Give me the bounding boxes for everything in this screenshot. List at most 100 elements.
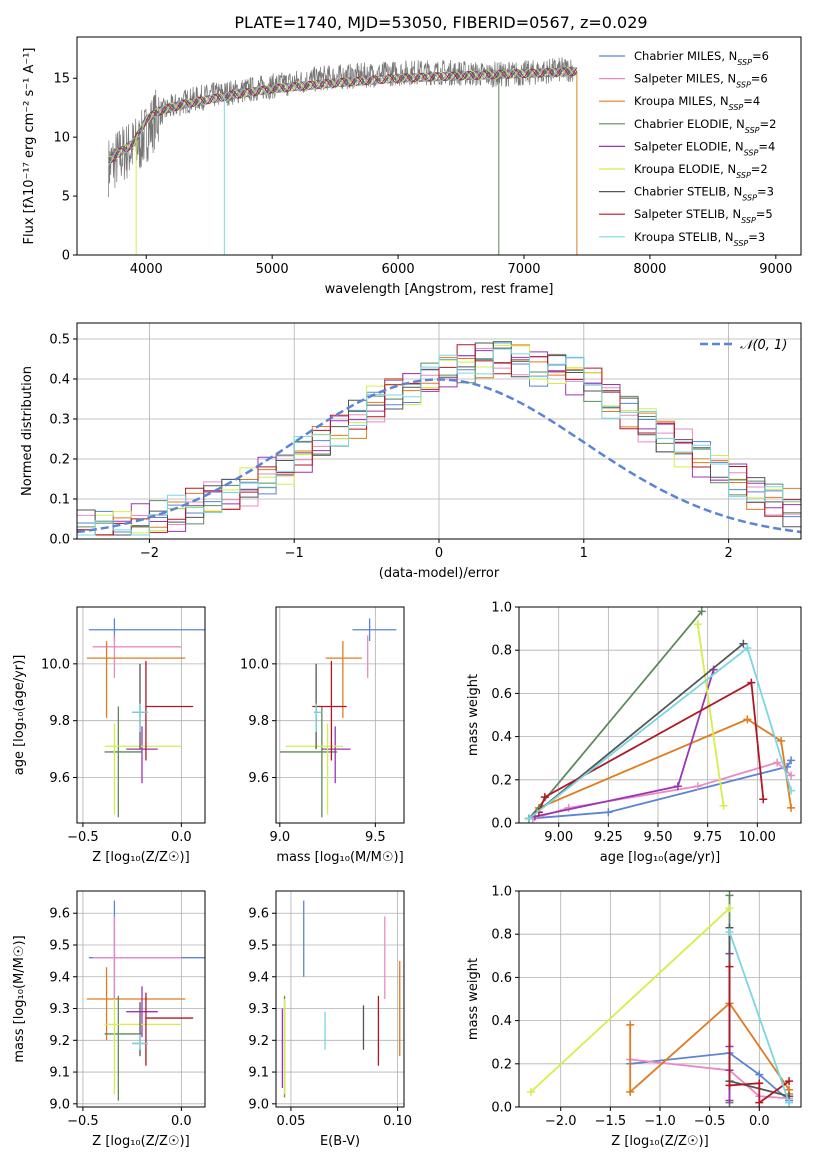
x-tick-label: 7000	[507, 262, 540, 277]
y-tick-label: 0.0	[49, 533, 70, 548]
y-tick-label: 0.4	[491, 1014, 512, 1029]
y-tick-label: 10.0	[41, 657, 70, 672]
plot-area	[279, 618, 397, 818]
y-tick-label: 0.4	[49, 373, 70, 388]
axes-age_vs_mass: 9.0 9.5 9.6 9.8 10.0 mass [log₁₀(M/M☉)]	[240, 606, 405, 865]
x-axis-label: (data-model)/error	[379, 566, 500, 581]
legend-subscript: SSP	[736, 80, 751, 89]
plot-area	[281, 900, 401, 1098]
series-line-salpeter-stelib	[538, 681, 765, 813]
legend-subscript: SSP	[744, 148, 759, 157]
series-line-chabrier-stelib	[528, 643, 744, 820]
x-tick-label: 10.00	[739, 830, 776, 845]
x-tick-label: −0.5	[67, 830, 99, 845]
y-axis-label: age [log₁₀(age/yr)]	[12, 655, 27, 776]
series-line-chabrier-elodie	[528, 610, 703, 820]
y-tick-label: 0.2	[491, 773, 512, 788]
x-axis-label: Z [log₁₀(Z/Z☉)]	[92, 850, 189, 865]
plot-area	[524, 607, 796, 823]
legend-label-normal: 𝒩(0, 1)	[740, 338, 787, 353]
legend-subscript: SSP	[737, 58, 752, 67]
series-marker-salpeter-stelib	[755, 1079, 764, 1088]
x-tick-label: 1	[580, 546, 588, 561]
y-tick-label: 9.6	[49, 771, 70, 786]
x-axis-label: E(B-V)	[320, 1134, 360, 1149]
errorbar-kroupa-stelib	[314, 703, 322, 733]
plot-area	[86, 900, 205, 1101]
axes-mass_vs_ebv: 0.05 0.10 9.0 9.1 9.2 9.3 9.4 9.5 9.6 E(B-V)	[248, 890, 412, 1149]
x-tick-label: −2.0	[545, 1114, 577, 1129]
series-marker-salpeter-miles	[787, 771, 796, 780]
x-tick-label: −0.5	[67, 1114, 99, 1129]
y-tick-label: 9.1	[49, 1066, 70, 1081]
y-tick-label: 0.4	[491, 730, 512, 745]
series-marker-kroupa-elodie	[526, 1087, 535, 1096]
histogram-salpeter-stelib	[77, 344, 801, 539]
legend-label-rest: =6	[752, 49, 769, 63]
axes-massweight_vs_age: 9.00 9.25 9.50 9.75 10.00 0.0 0.2 0.4 0.6 0.8 1.0 a…	[466, 601, 802, 865]
legend-label-rest: =5	[756, 207, 773, 221]
x-tick-label: 9.25	[594, 830, 623, 845]
legend-subscript: SSP	[736, 171, 751, 180]
series-line-chabrier-miles	[630, 1052, 790, 1102]
legend-label-rest: =4	[758, 139, 775, 153]
model-spectrum-chabrier-stelib	[108, 67, 578, 162]
series-marker-kroupa-miles	[626, 1087, 635, 1096]
errorbar-chabrier-miles	[88, 618, 205, 642]
x-tick-label: −1.5	[595, 1114, 627, 1129]
legend-label-kroupa-elodie: Kroupa ELODIE, NSSP=2	[634, 162, 768, 180]
series-marker-salpeter-stelib	[725, 1081, 734, 1090]
y-tick-label: 0.0	[491, 817, 512, 832]
y-tick-label: 0.8	[491, 928, 512, 943]
series-marker-chabrier-elodie	[697, 607, 706, 616]
y-tick-label: 9.8	[248, 714, 269, 729]
y-tick-label: 1.0	[491, 601, 512, 616]
axes-mass_vs_Z: −0.5 0.0 9.0 9.1 9.2 9.3 9.4 9.5 9.6 Z [log₁₀(Z/Z…	[12, 890, 206, 1149]
series-line-kroupa-miles	[538, 718, 792, 809]
y-tick-label: 0.1	[49, 493, 70, 508]
errorbar-salpeter-elodie	[126, 986, 158, 1038]
errorbar-kroupa-elodie	[104, 999, 182, 1095]
y-tick-label: 0.2	[49, 453, 70, 468]
series-marker-kroupa-elodie	[719, 801, 728, 810]
legend-label-salpeter-elodie: Salpeter ELODIE, NSSP=4	[634, 139, 775, 157]
axes-frame	[275, 890, 405, 1108]
legend-label-rest: =4	[743, 94, 760, 108]
series-marker-kroupa-miles	[626, 1020, 635, 1029]
legend-subscript: SSP	[745, 125, 760, 134]
x-axis-label: Z [log₁₀(Z/Z☉)]	[92, 1134, 189, 1149]
legend-label-kroupa-stelib: Kroupa STELIB, NSSP=3	[634, 230, 765, 248]
x-tick-label: 5000	[256, 262, 289, 277]
series-marker-salpeter-stelib	[725, 962, 734, 971]
series-marker-salpeter-stelib	[759, 795, 768, 804]
y-tick-label: 0.6	[491, 687, 512, 702]
axes-frame	[76, 606, 206, 824]
errorbar-salpeter-miles	[92, 916, 182, 999]
axes-residuals: 𝒩(0, 1) −2 −1 0 1 2 0.0 0.1 0.2 0.3 0.4 0.5 (data-mo…	[20, 322, 802, 581]
series-marker-salpeter-stelib	[785, 1077, 794, 1086]
errorbar-chabrier-miles	[352, 618, 397, 642]
x-tick-label: 9.00	[544, 830, 573, 845]
y-tick-label: 0.5	[49, 333, 70, 348]
errorbar-kroupa-miles	[325, 641, 362, 718]
series-marker-kroupa-stelib	[524, 814, 533, 823]
y-tick-label: 9.3	[248, 1002, 269, 1017]
y-axis-label: Normed distribution	[20, 366, 35, 496]
x-tick-label: −0.5	[694, 1114, 726, 1129]
legend-subscript: SSP	[734, 238, 749, 247]
series-marker-kroupa-stelib	[785, 1098, 794, 1107]
legend-subscript: SSP	[729, 103, 744, 112]
series-marker-chabrier-miles	[604, 808, 613, 817]
series-marker-kroupa-miles	[743, 715, 752, 724]
x-tick-label: 9.5	[365, 830, 386, 845]
axes-age_vs_Z: −0.5 0.0 9.6 9.8 10.0 Z [log₁₀(Z/Z☉)] age [log…	[12, 606, 206, 865]
spectrum-legend: Chabrier MILES, NSSP=6 Salpeter MILES, NS…	[599, 49, 776, 247]
series-marker-salpeter-stelib	[540, 793, 549, 802]
errorbar-salpeter-miles	[92, 635, 182, 679]
series-marker-salpeter-stelib	[747, 678, 756, 687]
series-marker-salpeter-stelib	[755, 1098, 764, 1107]
series-marker-chabrier-elodie	[725, 891, 734, 900]
plot-area	[86, 618, 205, 818]
series-marker-salpeter-elodie	[725, 1096, 734, 1105]
y-tick-label: 9.8	[49, 714, 70, 729]
